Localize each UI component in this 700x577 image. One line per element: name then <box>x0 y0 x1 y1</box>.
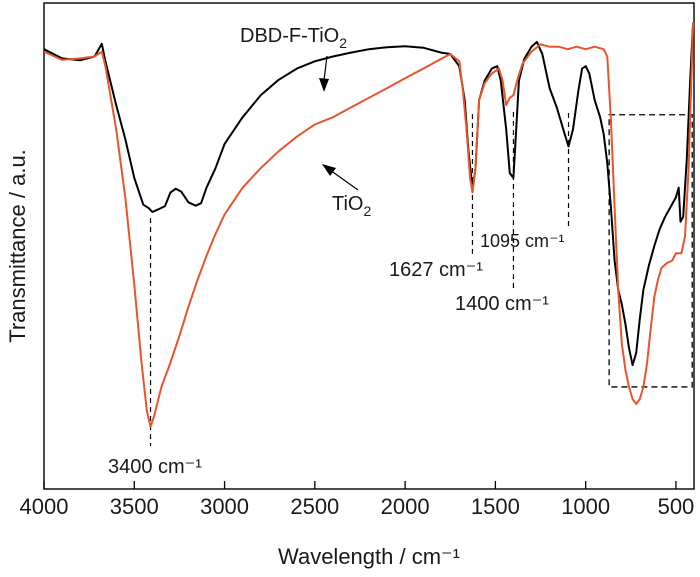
series-arrow-tio2-head <box>322 164 336 176</box>
peak-annotations: 3400 cm⁻¹ 1627 cm⁻¹ 1400 cm⁻¹ 1095 cm⁻¹ <box>108 231 565 478</box>
annotation-1095: 1095 cm⁻¹ <box>480 231 565 251</box>
plot-frame <box>43 2 695 490</box>
series-label-tio2-sub: 2 <box>363 203 371 219</box>
series-arrow-tio2-line <box>329 169 359 191</box>
series-line-tio2 <box>43 22 695 428</box>
svg-text:DBD-F-TiO2: DBD-F-TiO2 <box>240 25 347 51</box>
series-line-dbd-f-tio2 <box>43 22 695 367</box>
series-arrow-dbd-line <box>323 55 328 81</box>
annotation-3400: 3400 cm⁻¹ <box>108 456 202 478</box>
highlight-dashed-box <box>608 114 693 388</box>
series-label-tio2: TiO2 <box>322 164 371 219</box>
series-label-dbd: DBD-F-TiO2 <box>240 25 347 92</box>
x-tick-label: 1000 <box>561 494 610 519</box>
series-group <box>43 22 695 428</box>
svg-text:TiO2: TiO2 <box>332 193 371 219</box>
x-tick-label: 3000 <box>200 494 249 519</box>
x-tick-label: 4000 <box>20 494 69 519</box>
annotation-1400: 1400 cm⁻¹ <box>455 293 549 315</box>
x-tick-label: 2500 <box>290 494 339 519</box>
x-axis-ticks: 4000 3500 3000 2500 2000 1500 1000 500 <box>20 481 695 519</box>
x-axis-title: Wavelength / cm⁻¹ <box>278 544 460 569</box>
x-tick-label: 3500 <box>110 494 159 519</box>
series-arrow-dbd-head <box>319 78 329 92</box>
series-label-dbd-sub: 2 <box>339 35 347 51</box>
series-label-dbd-main: DBD-F-TiO <box>240 25 339 47</box>
series-label-tio2-main: TiO <box>332 193 363 215</box>
x-tick-label: 500 <box>658 494 695 519</box>
y-axis-title: Transmittance / a.u. <box>5 149 30 343</box>
annotation-1627: 1627 cm⁻¹ <box>389 259 483 281</box>
peak-marker-lines <box>149 112 570 446</box>
x-tick-label: 1500 <box>471 494 520 519</box>
x-tick-label: 2000 <box>381 494 430 519</box>
